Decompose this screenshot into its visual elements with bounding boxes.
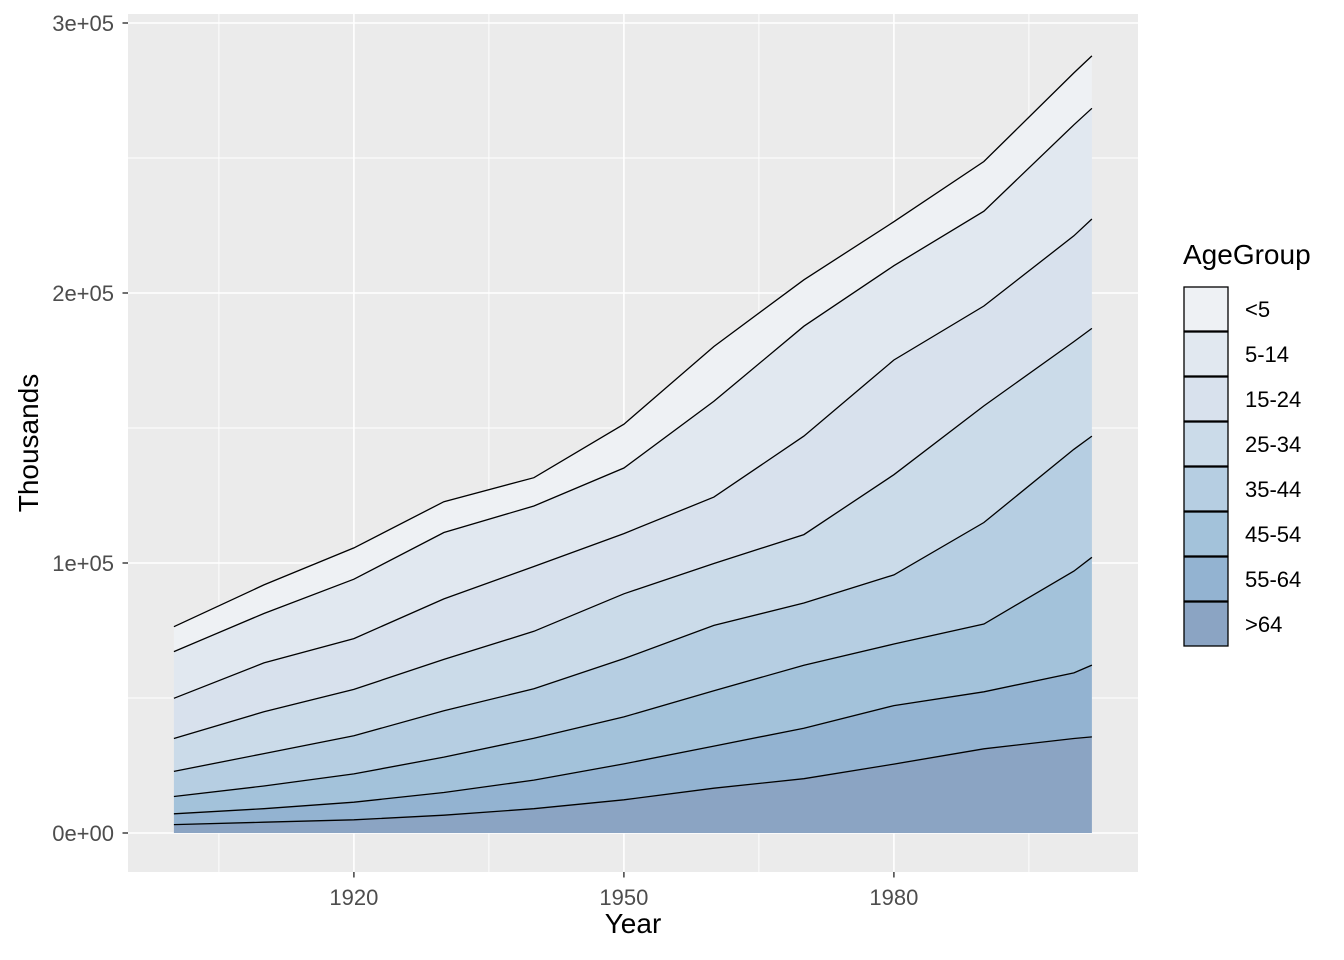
y-tick-label: 2e+05: [52, 281, 114, 306]
boundary-line->64: [173, 736, 1092, 826]
boundary-line-25-34: [173, 327, 1093, 740]
legend-label-<5: <5: [1245, 297, 1270, 322]
legend-label-15-24: 15-24: [1245, 387, 1301, 412]
x-tick-label: 1980: [869, 885, 918, 910]
legend: <5 5-14 15-24 25-34 35-44 45-54 55-64 >64: [1183, 286, 1301, 647]
y-tick-label: 0e+00: [52, 821, 114, 846]
legend-label-35-44: 35-44: [1245, 477, 1301, 502]
boundary-line-5-14: [173, 107, 1093, 653]
area-band-25-34: [173, 328, 1092, 772]
axis-ticks: [122, 22, 895, 878]
area-band-35-44: [173, 436, 1092, 797]
legend-key-5-14: [1183, 331, 1229, 377]
boundary-line-35-44: [173, 435, 1093, 773]
legend-label-55-64: 55-64: [1245, 567, 1301, 592]
legend-label-45-54: 45-54: [1245, 522, 1301, 547]
area-band-<5: [173, 55, 1092, 652]
boundary-line-15-24: [173, 218, 1093, 699]
y-axis-title: Thousands: [13, 374, 44, 513]
x-tick-labels: 1920 1950 1980: [329, 885, 918, 910]
y-tick-labels: 0e+00 1e+05 2e+05 3e+05: [52, 11, 114, 846]
legend-title: AgeGroup: [1183, 239, 1311, 270]
x-axis-title: Year: [605, 908, 662, 939]
area-band->64: [173, 736, 1092, 833]
legend-key-15-24: [1183, 376, 1229, 422]
boundary-line-<5: [173, 55, 1093, 628]
legend-label-5-14: 5-14: [1245, 342, 1289, 367]
area-band-45-54: [173, 557, 1092, 814]
y-tick-label: 3e+05: [52, 11, 114, 36]
legend-label-25-34: 25-34: [1245, 432, 1301, 457]
area-bands: [173, 55, 1092, 833]
band-boundary-lines: [173, 55, 1093, 826]
legend-key-35-44: [1183, 466, 1229, 512]
legend-key-55-64: [1183, 556, 1229, 602]
x-tick-label: 1920: [329, 885, 378, 910]
legend-key-<5: [1183, 286, 1229, 332]
legend-key-25-34: [1183, 421, 1229, 467]
area-band-15-24: [173, 219, 1092, 739]
legend-key-45-54: [1183, 511, 1229, 557]
legend-key->64: [1183, 601, 1229, 647]
legend-label->64: >64: [1245, 612, 1282, 637]
boundary-line-45-54: [173, 556, 1093, 798]
y-tick-label: 1e+05: [52, 551, 114, 576]
x-tick-label: 1950: [599, 885, 648, 910]
area-band-5-14: [173, 108, 1092, 699]
boundary-line-55-64: [173, 664, 1093, 815]
